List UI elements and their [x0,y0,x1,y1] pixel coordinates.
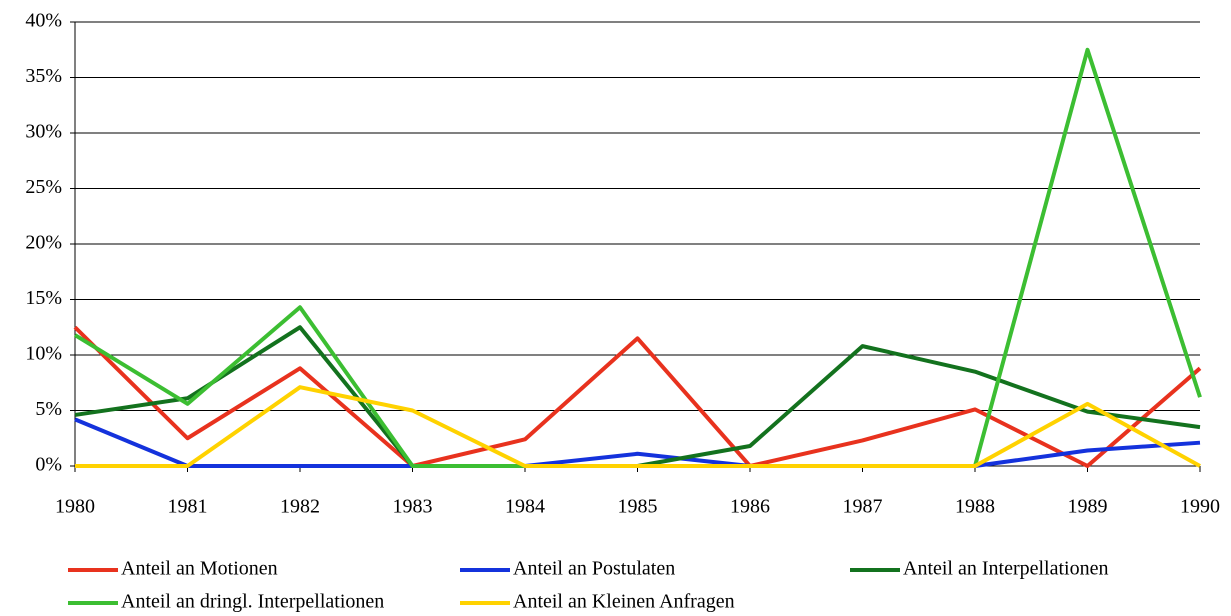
y-tick-label: 15% [25,287,62,309]
y-tick-label: 5% [35,398,62,420]
data-line [75,385,1201,468]
x-tick-label: 1983 [393,496,433,518]
legend-label: Anteil an Motionen [121,558,278,580]
y-tick-label: 0% [35,454,62,476]
x-tick-label: 1986 [730,496,770,518]
data-line [74,417,1201,468]
y-tick-label: 20% [25,232,62,254]
legend-label: Anteil an Interpellationen [903,558,1108,580]
data-line [73,325,1202,468]
x-tick-label: 1981 [168,496,208,518]
x-tick-label: 1987 [843,496,883,518]
x-tick-label: 1985 [618,496,658,518]
y-tick-label: 25% [25,176,62,198]
y-tick-label: 35% [25,65,62,87]
legend-label: Anteil an Postulaten [513,558,675,580]
x-tick-label: 1982 [280,496,320,518]
x-tick-label: 1980 [55,496,95,518]
legend-label: Anteil an Kleinen Anfragen [513,591,735,613]
y-tick-label: 10% [25,343,62,365]
x-tick-label: 1984 [505,496,545,518]
x-tick-label: 1988 [955,496,995,518]
legend-label: Anteil an dringl. Interpellationen [121,591,384,613]
x-tick-label: 1990 [1180,496,1220,518]
data-line [74,325,1201,468]
x-tick-label: 1989 [1068,496,1108,518]
y-tick-label: 40% [25,10,62,32]
y-tick-label: 30% [25,121,62,143]
